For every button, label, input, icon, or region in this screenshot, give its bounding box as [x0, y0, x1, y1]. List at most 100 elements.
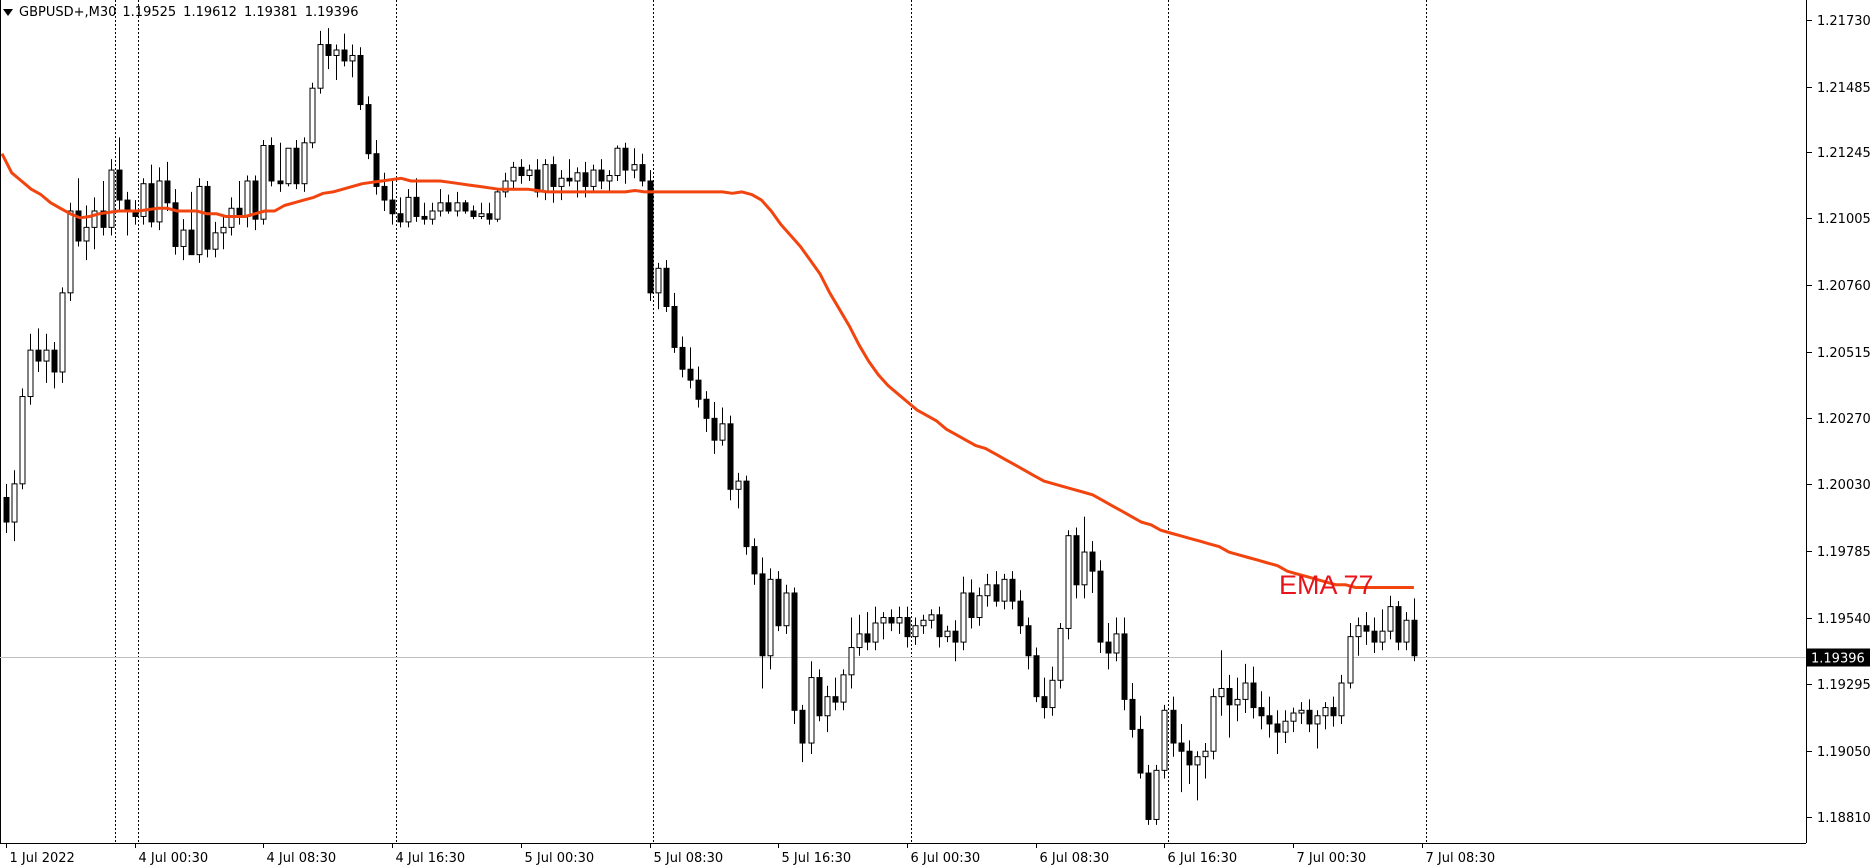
candle-body-bear	[647, 180, 654, 294]
candle	[1161, 704, 1168, 779]
candle-body-bull	[1057, 627, 1064, 681]
candle	[1274, 710, 1281, 754]
candle-body-bear	[1009, 578, 1016, 602]
x-tick-label: 6 Jul 00:30	[911, 851, 981, 866]
candle	[1153, 764, 1160, 825]
candle-body-bull	[1210, 696, 1217, 752]
candle-body-bull	[1234, 698, 1241, 706]
candle-body-bear	[1306, 709, 1313, 725]
candle-body-bear	[252, 180, 259, 220]
candle-body-bull	[1001, 578, 1008, 602]
candle-body-bull	[1290, 712, 1297, 722]
ema-label: EMA 77	[1279, 570, 1374, 600]
candle-body-bear	[1226, 687, 1233, 706]
candle-body-bull	[1194, 756, 1201, 766]
x-tick-label: 4 Jul 16:30	[396, 851, 466, 866]
candle-body-bear	[1411, 619, 1418, 657]
candle	[341, 33, 348, 67]
candle-body-bear	[743, 480, 750, 548]
x-tick-label: 4 Jul 00:30	[139, 851, 209, 866]
candle	[622, 142, 629, 184]
candle	[148, 164, 155, 228]
candle-body-bull	[840, 674, 847, 703]
candle	[83, 205, 90, 261]
y-tick-label: 1.20030	[1817, 478, 1870, 493]
candle-body-bear	[116, 169, 123, 201]
candle-body-bear	[470, 210, 477, 217]
candle-body-bull	[1347, 636, 1354, 684]
candle-body-bear	[148, 183, 155, 223]
candle-body-bear	[1073, 535, 1080, 586]
candle	[478, 202, 485, 220]
candle-body-bull	[1403, 619, 1410, 643]
candle-body-bull	[944, 630, 951, 638]
candle-body-bull	[735, 480, 742, 490]
candle	[936, 606, 943, 648]
candle	[984, 573, 991, 607]
candle-body-bear	[534, 169, 541, 193]
candle	[832, 677, 839, 711]
candle-body-bear	[1250, 682, 1257, 709]
candle-body-bull	[1282, 720, 1289, 733]
candle	[397, 197, 404, 228]
candle	[1178, 723, 1185, 793]
candle	[429, 202, 436, 225]
candle	[502, 172, 509, 198]
x-tick-label: 4 Jul 08:30	[267, 851, 337, 866]
y-tick-label: 1.20760	[1817, 279, 1870, 294]
candle-body-bear	[172, 202, 179, 247]
candle-body-bull	[1202, 750, 1209, 758]
candle-body-bull	[285, 147, 292, 185]
candle-body-bull	[719, 423, 726, 441]
candle-body-bull	[510, 166, 517, 182]
candle	[325, 28, 332, 70]
current-price-tag: 1.19396	[1807, 648, 1870, 667]
candle	[606, 170, 613, 192]
y-tick-label: 1.19295	[1817, 678, 1870, 693]
candle-body-bear	[413, 196, 420, 217]
x-tick-label: 5 Jul 00:30	[525, 851, 595, 866]
candle	[952, 620, 959, 662]
y-tick-label: 1.21485	[1817, 81, 1870, 96]
candle	[1379, 609, 1386, 651]
candle-body-bear	[51, 349, 58, 373]
candle-body-bear	[1017, 600, 1024, 627]
chart-menu-triangle-icon[interactable]	[3, 8, 13, 16]
candle-body-bear	[888, 617, 895, 624]
candle-body-bear	[1330, 707, 1337, 717]
candle	[1186, 740, 1193, 784]
candle	[3, 483, 10, 533]
candle-body-bear	[1258, 707, 1265, 717]
candle	[293, 140, 300, 190]
candle-body-bear	[268, 145, 275, 182]
candle	[799, 704, 806, 763]
candle-body-bear	[1266, 715, 1273, 725]
candle-body-bull	[574, 172, 581, 182]
x-tick-label: 7 Jul 08:30	[1426, 851, 1496, 866]
candle-body-bull	[309, 87, 316, 144]
candle	[1411, 598, 1418, 662]
candle-body-bear	[759, 573, 766, 657]
candle	[647, 170, 654, 302]
candle-body-bull	[67, 210, 74, 294]
candle-body-bull	[108, 169, 115, 228]
candle	[91, 197, 98, 250]
candle-body-bear	[164, 180, 171, 204]
candle-body-bear	[727, 423, 734, 490]
y-tick-label: 1.20515	[1817, 346, 1870, 361]
candle	[824, 685, 831, 733]
candle	[285, 147, 292, 187]
candle	[405, 189, 412, 228]
candle-body-bear	[679, 346, 686, 370]
candle	[1017, 590, 1024, 634]
candle-body-bull	[196, 185, 203, 256]
candle	[759, 557, 766, 689]
candle-body-bull	[526, 169, 533, 177]
ohlc-high: 1.19612	[183, 4, 237, 20]
candle-body-bear	[622, 147, 629, 171]
symbol-bar: GBPUSD+,M30 1.19525 1.19612 1.19381 1.19…	[3, 4, 358, 20]
candle	[1081, 516, 1088, 599]
